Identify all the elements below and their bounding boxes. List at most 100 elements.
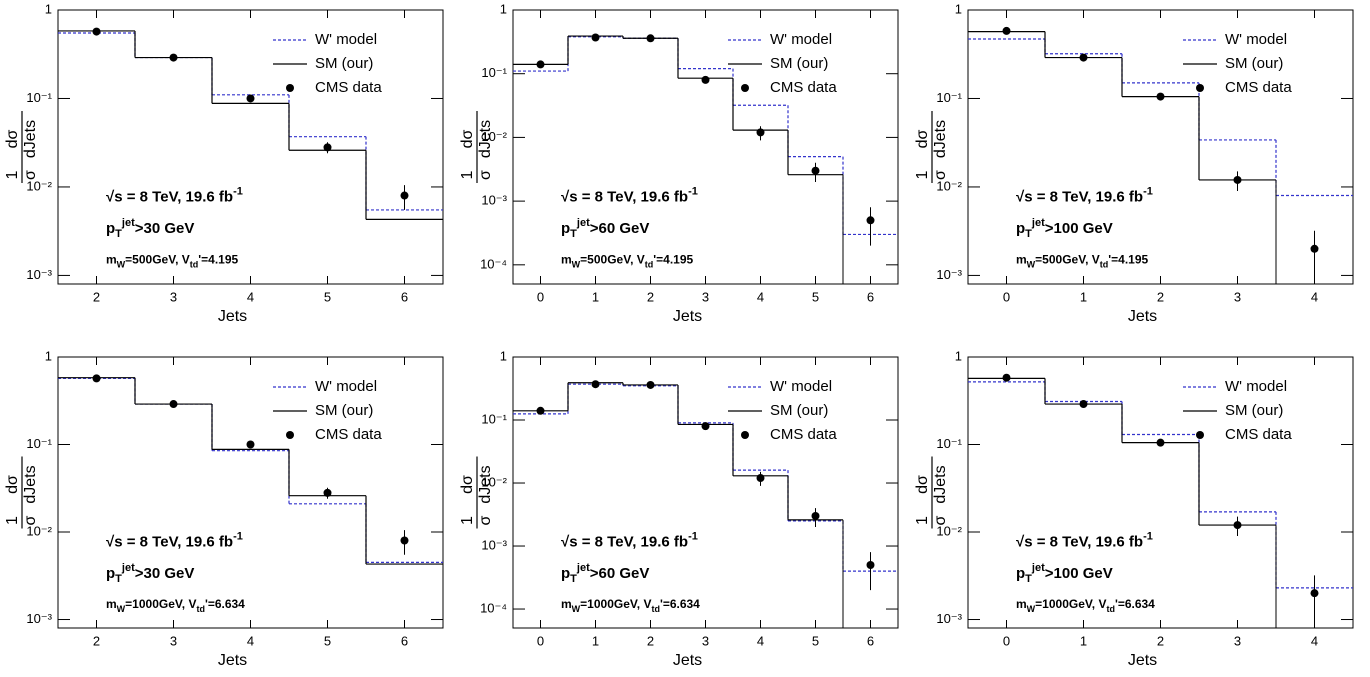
x-tick-label: 4 xyxy=(1311,633,1318,648)
annotation-part: m xyxy=(1016,597,1027,611)
y-label-den: dJets xyxy=(932,465,949,503)
annotation: pTjet>60 GeV xyxy=(561,217,649,240)
data-point xyxy=(811,166,820,175)
annotation-part: >60 GeV xyxy=(590,565,650,582)
legend-label: SM (our) xyxy=(1225,55,1283,72)
x-tick-label: 2 xyxy=(647,633,654,648)
y-label-den: dJets xyxy=(22,465,39,503)
annotation-part: T xyxy=(570,228,577,240)
x-tick-label: 6 xyxy=(401,633,408,648)
x-tick-label: 3 xyxy=(1234,289,1241,304)
x-tick-label: 6 xyxy=(867,289,874,304)
y-tick-label: 10⁻² xyxy=(26,178,52,193)
data-point xyxy=(169,53,178,62)
annotation-part: T xyxy=(1025,228,1032,240)
annotation: √s = 8 TeV, 19.6 fb-1 xyxy=(561,186,698,206)
annotation: pTjet>30 GeV xyxy=(106,562,194,585)
y-label-num: 1 xyxy=(4,516,21,525)
annotation: pTjet>100 GeV xyxy=(1016,562,1113,585)
x-tick-label: 3 xyxy=(1234,633,1241,648)
panel: 10⁻³ 10⁻² 10⁻¹ 1 2 3 4 5 6 Jets 1 dσ σ dJets W' model S… xyxy=(4,348,444,669)
y-tick-label: 10⁻⁴ xyxy=(480,256,507,271)
annotation-part: =500GeV, V xyxy=(580,253,645,267)
y-tick-label: 10⁻² xyxy=(936,523,962,538)
y-tick-label: 10⁻⁴ xyxy=(480,600,507,615)
annotation-part: m xyxy=(1016,253,1027,267)
x-tick-label: 0 xyxy=(537,633,544,648)
legend-label: CMS data xyxy=(1225,426,1292,443)
legend-label: W' model xyxy=(770,31,832,48)
annotation-part: T xyxy=(570,573,577,585)
y-tick-label: 1 xyxy=(45,1,52,16)
legend-label: SM (our) xyxy=(1225,402,1283,419)
annotation-part: p xyxy=(561,565,570,582)
legend-label: W' model xyxy=(315,31,377,48)
legend-label: SM (our) xyxy=(770,402,828,419)
data-point xyxy=(246,440,255,449)
annotation-part: p xyxy=(106,565,115,582)
annotation-part: W xyxy=(572,604,581,614)
y-tick-label: 1 xyxy=(955,1,962,16)
y-tick-label: 10⁻¹ xyxy=(26,90,52,105)
annotation-part: td xyxy=(1100,260,1109,270)
annotation-part: >30 GeV xyxy=(135,565,195,582)
data-point xyxy=(646,34,655,43)
x-tick-label: 2 xyxy=(1157,633,1164,648)
x-tick-label: 0 xyxy=(537,289,544,304)
legend-label: W' model xyxy=(1225,378,1287,395)
annotation-part: =500GeV, V xyxy=(125,253,190,267)
annotation-part: T xyxy=(1025,573,1032,585)
panel: 10⁻⁴ 10⁻³ 10⁻² 10⁻¹ 1 0 1 2 3 4 5 6 Jets 1 dσ σ dJets W' … xyxy=(459,348,899,669)
annotation-part: >30 GeV xyxy=(135,220,195,237)
y-label-den: σ xyxy=(22,170,39,180)
legend-marker xyxy=(741,84,749,92)
annotation-part: m xyxy=(106,597,117,611)
y-tick-label: 10⁻¹ xyxy=(936,436,962,451)
y-label-den: dJets xyxy=(477,120,494,158)
data-point xyxy=(646,380,655,389)
data-point xyxy=(1002,373,1011,382)
data-point xyxy=(591,380,600,389)
annotation-part: jet xyxy=(576,562,590,574)
y-label-num: dσ xyxy=(4,129,21,148)
annotation-part: T xyxy=(115,228,122,240)
x-axis-label: Jets xyxy=(218,652,247,669)
plot-frame xyxy=(57,9,444,285)
y-axis-label: 1 dσ σ dJets xyxy=(459,111,494,183)
annotation-part: =1000GeV, V xyxy=(1035,597,1106,611)
annotation-part: =1000GeV, V xyxy=(125,597,196,611)
y-tick-label: 10⁻³ xyxy=(26,611,52,626)
legend-label: CMS data xyxy=(315,426,382,443)
y-label-num: dσ xyxy=(4,475,21,494)
annotation: √s = 8 TeV, 19.6 fb-1 xyxy=(106,186,243,206)
y-tick-label: 1 xyxy=(45,348,52,363)
x-tick-label: 5 xyxy=(812,289,819,304)
y-axis-label: 1 dσ σ dJets xyxy=(914,456,949,529)
annotation-part: √s = 8 TeV, 19.6 fb xyxy=(1016,534,1143,551)
data-point xyxy=(169,400,178,409)
annotation-part: p xyxy=(106,220,115,237)
y-axis-label: 1 dσ σ dJets xyxy=(459,456,494,529)
y-tick-label: 1 xyxy=(500,348,507,363)
x-tick-label: 1 xyxy=(592,633,599,648)
annotation: mW=1000GeV, Vtd'=6.634 xyxy=(106,597,245,614)
annotation: pTjet>60 GeV xyxy=(561,562,649,585)
y-label-num: 1 xyxy=(914,516,931,525)
annotation: pTjet>30 GeV xyxy=(106,217,194,240)
annotation-part: '=6.634 xyxy=(205,597,245,611)
x-axis-label: Jets xyxy=(218,308,247,325)
y-label-num: dσ xyxy=(914,129,931,148)
annotation-part: W xyxy=(1027,260,1036,270)
annotation: mW=1000GeV, Vtd'=6.634 xyxy=(561,597,700,614)
data-point xyxy=(866,560,875,569)
annotation: mW=500GeV, Vtd'=4.195 xyxy=(1016,253,1149,270)
annotation-part: '=4.195 xyxy=(1108,253,1148,267)
legend-label: CMS data xyxy=(1225,79,1292,96)
data-point xyxy=(1079,400,1088,409)
x-tick-label: 4 xyxy=(247,633,254,648)
legend-label: SM (our) xyxy=(770,55,828,72)
annotation-part: √s = 8 TeV, 19.6 fb xyxy=(106,534,233,551)
legend-label: W' model xyxy=(1225,31,1287,48)
y-tick-label: 10⁻³ xyxy=(481,537,507,552)
